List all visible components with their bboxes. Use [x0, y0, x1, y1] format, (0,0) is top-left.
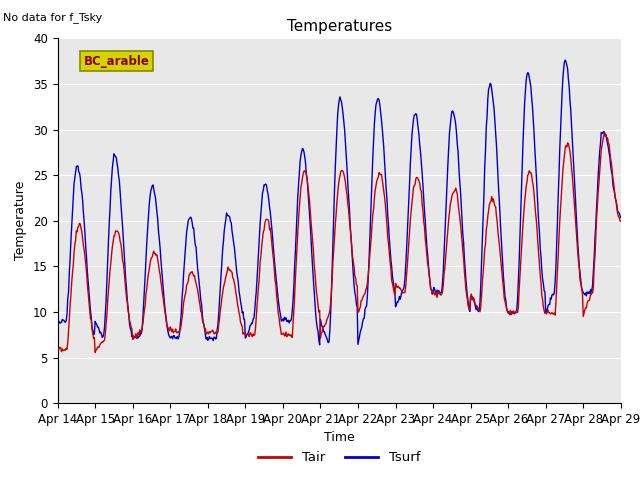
- X-axis label: Time: Time: [324, 432, 355, 444]
- Title: Temperatures: Temperatures: [287, 20, 392, 35]
- Text: No data for f_Tsky: No data for f_Tsky: [3, 12, 102, 23]
- Y-axis label: Temperature: Temperature: [15, 181, 28, 261]
- Legend: Tair, Tsurf: Tair, Tsurf: [253, 446, 426, 469]
- Text: BC_arable: BC_arable: [84, 55, 150, 68]
